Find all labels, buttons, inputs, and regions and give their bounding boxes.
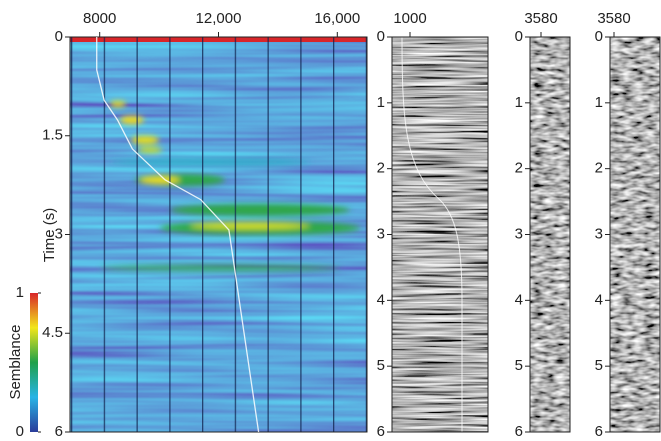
y-tick-label: 5 [515,357,523,374]
y-tick-label: 2 [377,160,385,177]
colorbar [30,293,38,432]
y-tick-label: 3 [515,225,523,242]
y-tick-label: 0 [55,28,63,45]
y-tick-label: 3 [377,225,385,242]
y-tick-label: 5 [595,357,603,374]
y-tick-label: 5 [377,357,385,374]
y-tick-label: 0 [377,28,385,45]
y-tick-label: 6 [55,423,63,440]
y-tick-label: 0 [515,28,523,45]
y-tick-label: 1 [377,94,385,111]
x-tick-label: 8000 [83,10,116,27]
velocity-pick [96,37,260,433]
colorbar-label: Semblance [7,324,24,399]
y-tick-label: 1 [595,94,603,111]
colorbar-tick-label: 1 [16,284,24,301]
y-tick-label: 0 [595,28,603,45]
offset-label: 1000 [393,10,426,27]
x-tick-label: 12,000 [196,10,242,27]
y-tick-label: 4 [595,291,603,308]
semblance-image [69,36,368,433]
y-tick-label: 6 [515,423,523,440]
y-axis-label: Time (s) [41,208,58,262]
offset-label: 3580 [597,10,630,27]
y-tick-label: 6 [595,423,603,440]
y-tick-label: 1.5 [42,127,63,144]
gather-images [391,36,661,433]
y-tick-label: 2 [515,160,523,177]
y-tick-label: 4.5 [42,324,63,341]
y-tick-label: 2 [595,160,603,177]
y-tick-label: 6 [377,423,385,440]
offset-label: 3580 [524,10,557,27]
y-tick-label: 3 [595,225,603,242]
x-tick-label: 16,000 [314,10,360,27]
y-tick-label: 3 [55,225,63,242]
y-tick-label: 4 [377,291,385,308]
colorbar-tick-label: 0 [16,423,24,440]
y-tick-label: 1 [515,94,523,111]
y-tick-label: 4 [515,291,523,308]
